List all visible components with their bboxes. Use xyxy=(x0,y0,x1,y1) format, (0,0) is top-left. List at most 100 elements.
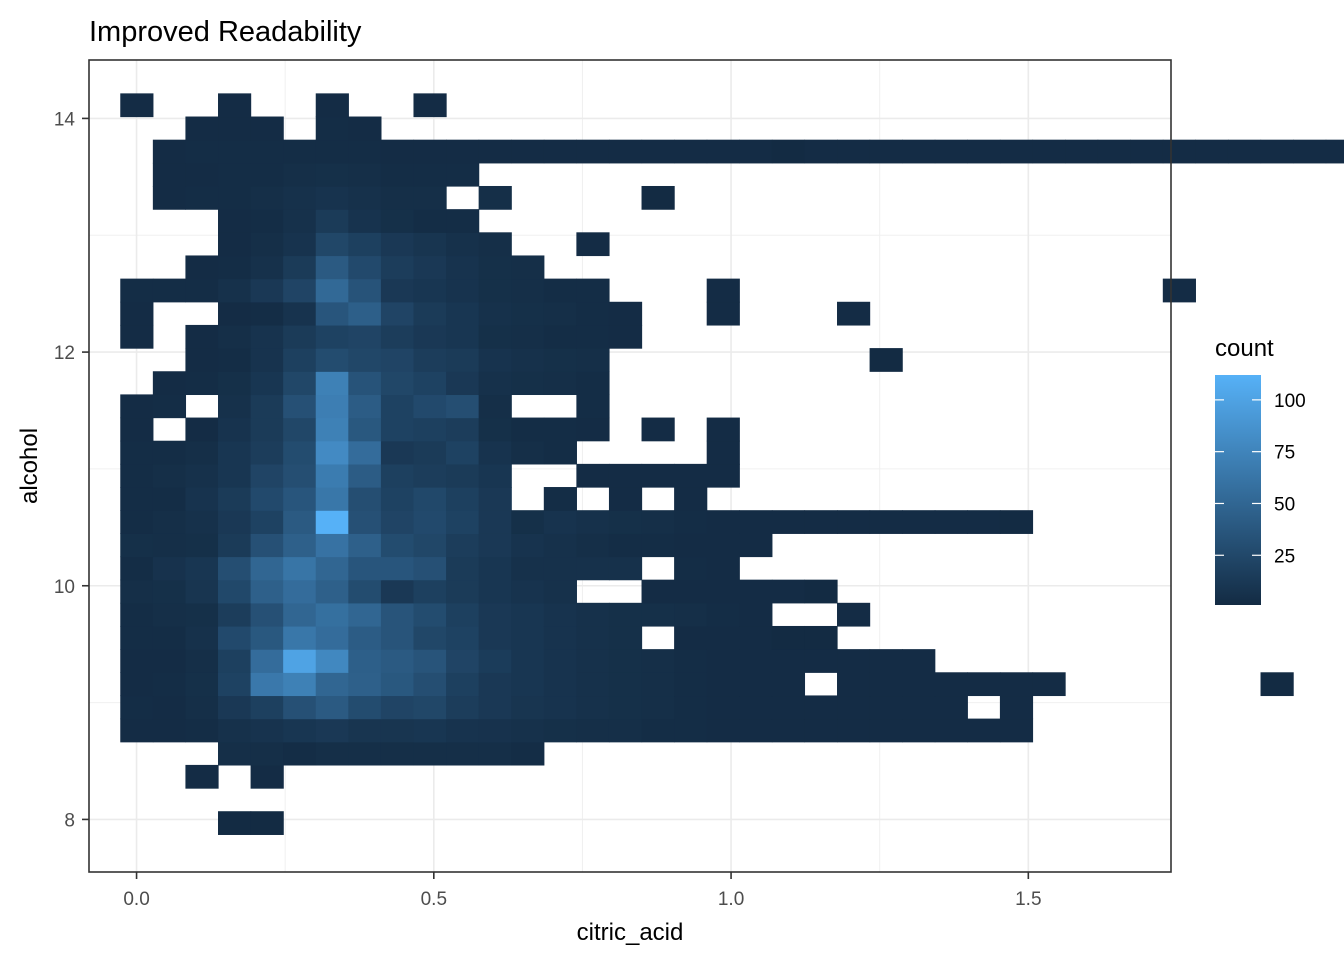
heatmap-tile xyxy=(999,718,1034,743)
heatmap-tile xyxy=(185,440,219,465)
heatmap-tile xyxy=(576,718,610,743)
legend: count 25 50 75 100 xyxy=(1215,335,1306,605)
heatmap-tile xyxy=(413,602,447,627)
heatmap-tile xyxy=(413,463,447,488)
heatmap-tile xyxy=(608,463,643,488)
heatmap-tile xyxy=(120,579,154,604)
heatmap-tile xyxy=(152,579,187,604)
heatmap-tile xyxy=(185,463,219,488)
heatmap-tile xyxy=(283,487,317,511)
heatmap-tile xyxy=(283,324,317,349)
heatmap-tile xyxy=(380,649,415,673)
heatmap-tile xyxy=(185,556,219,581)
heatmap-tile xyxy=(478,394,512,419)
heatmap-tile xyxy=(413,255,447,280)
heatmap-tile xyxy=(283,625,317,650)
heatmap-tile xyxy=(446,232,480,257)
heatmap-tile xyxy=(120,718,154,743)
heatmap-tile xyxy=(706,672,740,697)
heatmap-tile xyxy=(185,649,219,673)
heatmap-tile xyxy=(804,139,838,164)
x-axis-title: citric_acid xyxy=(577,919,684,946)
heatmap-tile xyxy=(348,139,382,164)
heatmap-tile xyxy=(185,625,219,650)
heatmap-tile xyxy=(120,440,154,465)
legend-tick-label: 50 xyxy=(1274,494,1295,515)
heatmap-tile xyxy=(380,695,415,720)
heatmap-tile xyxy=(283,162,317,187)
heatmap-tile xyxy=(250,278,284,303)
heatmap-tile xyxy=(315,625,349,650)
heatmap-tile xyxy=(152,185,187,210)
heatmap-tile xyxy=(315,348,349,372)
heatmap-tile xyxy=(185,533,219,558)
heatmap-tile xyxy=(1260,139,1294,164)
heatmap-tile xyxy=(218,440,252,465)
heatmap-tile xyxy=(446,533,480,558)
heatmap-tile xyxy=(837,649,871,673)
legend-tick-label: 100 xyxy=(1274,391,1306,412)
heatmap-tile xyxy=(250,394,284,419)
heatmap-tile xyxy=(413,185,447,210)
heatmap-tile xyxy=(250,741,284,766)
heatmap-tile xyxy=(283,556,317,581)
heatmap-tile xyxy=(218,695,252,720)
heatmap-tile xyxy=(739,533,773,558)
y-tick-label: 10 xyxy=(54,577,75,598)
heatmap-tile xyxy=(446,301,480,326)
heatmap-tile xyxy=(478,556,512,581)
heatmap-tile xyxy=(250,764,284,789)
heatmap-tile xyxy=(706,625,740,650)
heatmap-tile xyxy=(218,487,252,511)
heatmap-tile xyxy=(250,116,284,141)
heatmap-tile xyxy=(674,695,708,720)
heatmap-tile xyxy=(380,278,415,303)
heatmap-tile xyxy=(576,533,610,558)
heatmap-tile xyxy=(185,417,219,442)
heatmap-tile xyxy=(511,371,545,396)
heatmap-tile xyxy=(185,371,219,396)
heatmap-tile xyxy=(283,348,317,372)
heatmap-tile xyxy=(120,625,154,650)
heatmap-tile xyxy=(869,672,903,697)
heatmap-tile xyxy=(250,487,284,511)
heatmap-tile xyxy=(869,695,903,720)
heatmap-tile xyxy=(934,510,968,534)
heatmap-tile xyxy=(152,556,187,581)
heatmap-tile xyxy=(218,371,252,396)
heatmap-tile xyxy=(250,602,284,627)
heatmap-tile xyxy=(1325,139,1344,164)
heatmap-tile xyxy=(380,579,415,604)
heatmap-tile xyxy=(185,324,219,349)
heatmap-tile xyxy=(478,348,512,372)
heatmap-tile xyxy=(446,695,480,720)
heatmap-tile xyxy=(608,324,643,349)
heatmap-tile xyxy=(674,672,708,697)
heatmap-tile xyxy=(348,324,382,349)
heatmap-tile xyxy=(869,510,903,534)
heatmap-tile xyxy=(185,487,219,511)
heatmap-tile xyxy=(511,278,545,303)
heatmap-tile xyxy=(120,278,154,303)
chart-title: Improved Readability xyxy=(89,16,362,48)
heatmap-tile xyxy=(478,649,512,673)
heatmap-tile xyxy=(869,348,903,372)
y-axis-title: alcohol xyxy=(16,428,43,504)
heatmap-tile xyxy=(478,533,512,558)
heatmap-tile xyxy=(152,278,187,303)
heatmap-tile xyxy=(446,417,480,442)
heatmap-tile xyxy=(218,278,252,303)
heatmap-tile xyxy=(739,510,773,534)
heatmap-tile xyxy=(348,649,382,673)
heatmap-tile xyxy=(152,625,187,650)
heatmap-tile xyxy=(250,371,284,396)
heatmap-tile xyxy=(283,672,317,697)
heatmap-tile xyxy=(152,371,187,396)
heatmap-tile xyxy=(999,672,1034,697)
heatmap-tile xyxy=(185,602,219,627)
heatmap-tile xyxy=(674,510,708,534)
heatmap-tile xyxy=(511,625,545,650)
heatmap-tile xyxy=(576,463,610,488)
heatmap-tile xyxy=(250,324,284,349)
heatmap-tile xyxy=(771,579,806,604)
